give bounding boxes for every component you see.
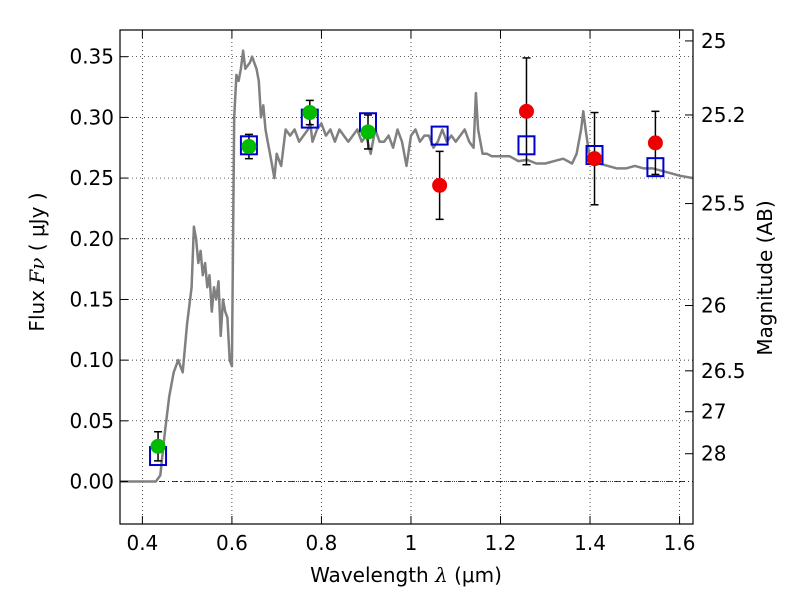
mag-tick-label: 25 — [701, 29, 726, 53]
mag-tick-label: 25.2 — [701, 103, 746, 127]
model-photometry-square — [430, 125, 449, 146]
mag-tick-label: 27 — [701, 400, 726, 424]
mag-tick-label: 26 — [701, 294, 726, 318]
observed-point — [647, 135, 663, 151]
model-sed-line — [120, 49, 694, 483]
axis-ticks: 0.4 0.6 0.8 1 1.2 1.4 1.6 0.00 0.05 0.10 0.15 0.20 0… — [69, 29, 745, 555]
mag-tick-label: 26.5 — [701, 359, 746, 383]
observed-point — [432, 177, 448, 193]
observed-point — [360, 124, 376, 140]
model-sed-polyline — [120, 49, 694, 483]
y-tick-label: 0.15 — [69, 287, 114, 311]
model-photometry-square — [517, 135, 536, 156]
observed-point — [587, 151, 603, 167]
model-photometry-square — [239, 135, 258, 156]
x-tick-label: 1.4 — [574, 531, 606, 555]
data-markers — [149, 103, 665, 467]
plot-frame — [119, 29, 694, 525]
observed-point — [150, 438, 166, 454]
y-axis-label: Flux Fν ( μJy ) — [25, 192, 49, 331]
observed-point — [241, 139, 257, 155]
model-photometry-square — [646, 157, 665, 178]
x-tick-label: 1.2 — [485, 531, 517, 555]
y-tick-label: 0.25 — [69, 166, 114, 190]
x-tick-label: 1.6 — [664, 531, 696, 555]
y-tick-label: 0.10 — [69, 348, 114, 372]
x-tick-label: 0.6 — [216, 531, 248, 555]
y-tick-label: 0.00 — [69, 470, 114, 494]
mag-tick-label: 25.5 — [701, 192, 746, 216]
y2-axis-label: Magnitude (AB) — [753, 200, 777, 355]
observed-point — [518, 103, 534, 119]
y-tick-label: 0.05 — [69, 409, 114, 433]
y-tick-label: 0.35 — [69, 45, 114, 69]
x-tick-label: 0.4 — [126, 531, 158, 555]
observed-point — [302, 105, 318, 121]
y-tick-label: 0.30 — [69, 105, 114, 129]
mag-tick-label: 28 — [701, 442, 726, 466]
x-tick-label: 1 — [405, 531, 418, 555]
y-tick-label: 0.20 — [69, 227, 114, 251]
x-tick-label: 0.8 — [306, 531, 338, 555]
x-axis-label: Wavelength λ (μm) — [310, 563, 502, 587]
